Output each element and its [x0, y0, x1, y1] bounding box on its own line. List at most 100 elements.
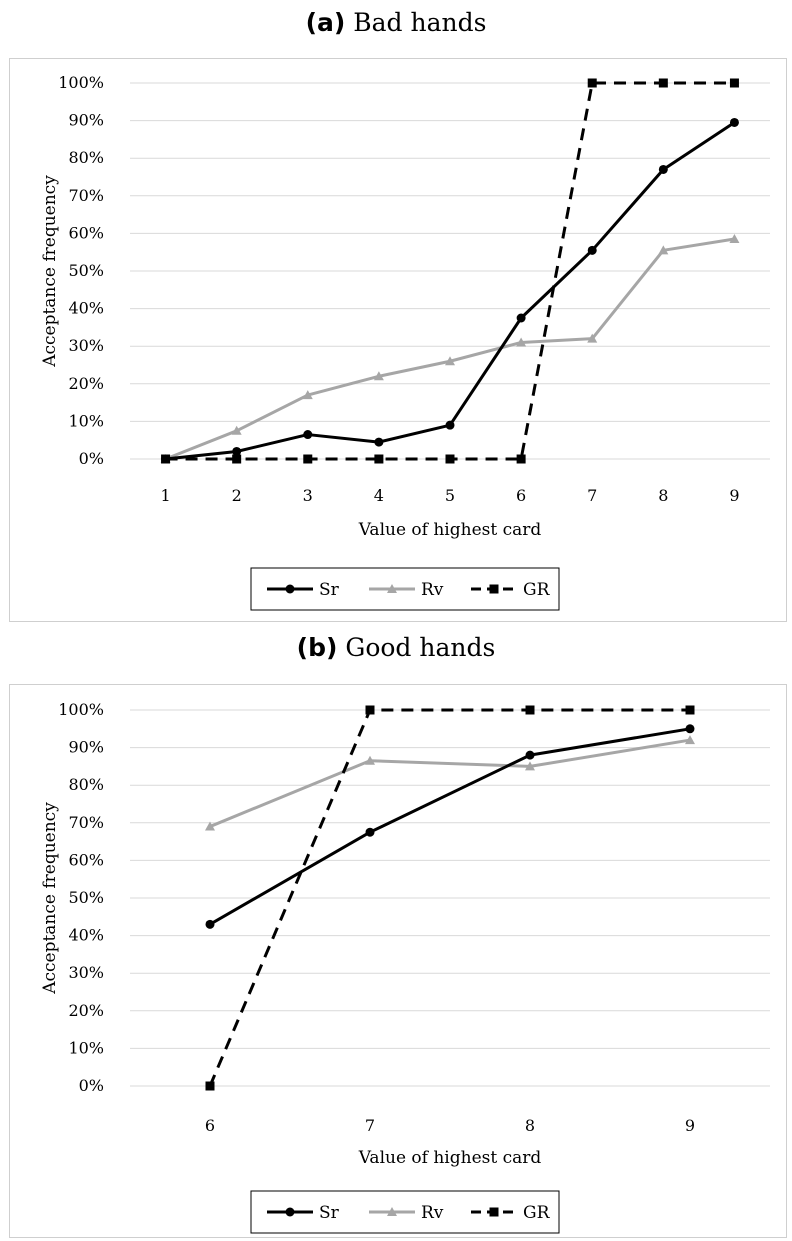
chart-b-point-gr [205, 1081, 215, 1091]
chart-a-x-axis-title: Value of highest card [358, 520, 542, 540]
chart-b-line-gr [208, 708, 690, 1087]
chart-a-point-gr [587, 78, 597, 88]
chart-b-y-tick-label: 90% [68, 738, 104, 757]
chart-a-point-rv [445, 356, 455, 366]
chart-b-title: (b) Good hands [0, 633, 792, 662]
chart-a-svg: 0% 10% 20% 30% 40% 50% 60% 70% 80% 90% 100% 1 2 3 4 5 6 7… [40, 73, 770, 611]
chart-b-y-tick-label: 80% [68, 775, 104, 794]
chart-a-legend-label-rv: Rv [421, 580, 444, 600]
chart-a-frame: 0% 10% 20% 30% 40% 50% 60% 70% 80% 90% 100% 1 2 3 4 5 6 7… [9, 58, 787, 622]
chart-a-point-gr [232, 454, 242, 464]
chart-b-y-tick-label: 100% [58, 700, 104, 719]
chart-a-legend-marker-rv [387, 584, 397, 593]
chart-b-y-tick-label: 0% [79, 1076, 104, 1095]
chart-a-point-gr [374, 454, 384, 464]
chart-a-y-tick-label: 30% [68, 336, 104, 355]
chart-a-x-tick-label: 3 [303, 486, 313, 505]
chart-b-point-sr [525, 750, 535, 760]
chart-b-x-tick-label: 7 [365, 1116, 375, 1135]
chart-b-legend-label-sr: Sr [319, 1203, 340, 1223]
chart-b-point-gr [365, 705, 375, 715]
chart-b-legend-marker-rv [387, 1207, 397, 1216]
chart-b-y-tick-label: 60% [68, 850, 104, 869]
chart-a-point-gr [516, 454, 526, 464]
chart-a-legend-marker-sr [285, 584, 295, 594]
chart-b-x-tick-label: 9 [685, 1116, 695, 1135]
chart-a-point-sr [587, 245, 597, 255]
chart-b-y-axis-title: Acceptance frequency [40, 802, 60, 995]
chart-a-point-sr [729, 117, 739, 127]
chart-b-series-rv [205, 735, 695, 831]
chart-a-series-sr [161, 117, 739, 464]
chart-b-y-tick-label: 30% [68, 963, 104, 982]
chart-b-x-tick-label: 8 [525, 1116, 535, 1135]
chart-a-y-tick-label: 80% [68, 148, 104, 167]
chart-a-x-tick-label: 4 [374, 486, 384, 505]
chart-a-point-sr [303, 430, 313, 440]
chart-b-point-sr [365, 827, 375, 837]
chart-b-frame: 0% 10% 20% 30% 40% 50% 60% 70% 80% 90% 100% 6 7 8 9 Val… [9, 684, 787, 1238]
chart-a-point-gr [729, 78, 739, 88]
chart-b-y-tick-label: 20% [68, 1001, 104, 1020]
chart-b-svg: 0% 10% 20% 30% 40% 50% 60% 70% 80% 90% 100% 6 7 8 9 Val… [40, 700, 770, 1234]
chart-a-y-axis-title: Acceptance frequency [40, 175, 60, 368]
chart-a-panel-tag: (a) [305, 8, 346, 37]
chart-a-point-sr [658, 164, 668, 174]
chart-b-y-tick-label: 50% [68, 888, 104, 907]
chart-b-y-tick-label: 10% [68, 1038, 104, 1057]
chart-a-y-tick-label: 50% [68, 261, 104, 280]
chart-a-x-tick-label: 1 [160, 486, 170, 505]
chart-a-point-rv [729, 234, 740, 244]
chart-b-panel-tag: (b) [296, 633, 338, 662]
chart-b-legend-label-gr: GR [523, 1203, 551, 1223]
chart-b-point-rv [685, 735, 695, 745]
chart-b-y-tick-label: 40% [68, 926, 104, 945]
chart-a-legend: Sr Rv GR [250, 567, 560, 611]
chart-a-y-tick-label: 60% [68, 223, 104, 242]
chart-b-point-sr [685, 724, 695, 734]
chart-a-series-gr [161, 78, 739, 464]
chart-a-point-rv [373, 371, 384, 381]
chart-b-point-rv [205, 821, 215, 831]
chart-a-legend-label-gr: GR [523, 580, 551, 600]
chart-a-point-rv [231, 425, 242, 435]
chart-a-point-sr [374, 437, 384, 447]
chart-b-point-rv [365, 755, 375, 765]
chart-a-x-tick-label: 9 [729, 486, 739, 505]
chart-b-x-axis-title: Value of highest card [358, 1148, 542, 1168]
chart-a-point-rv [658, 245, 669, 255]
chart-b-legend-marker-gr [489, 1207, 499, 1217]
chart-b-title-text: Good hands [345, 633, 496, 662]
chart-a-point-sr [516, 313, 526, 323]
chart-a-y-tick-label: 100% [58, 73, 104, 92]
chart-a-y-tick-label: 40% [68, 299, 104, 318]
chart-a-point-gr [303, 454, 313, 464]
chart-a-legend-marker-gr [489, 584, 499, 594]
chart-b-legend-label-rv: Rv [421, 1203, 444, 1223]
chart-b-line-rv [209, 738, 691, 828]
chart-a-y-tick-label: 70% [68, 186, 104, 205]
chart-b-point-gr [525, 705, 535, 715]
chart-a-y-tick-label: 20% [68, 374, 104, 393]
chart-a-title: (a) Bad hands [0, 8, 792, 37]
chart-a-title-text: Bad hands [353, 8, 487, 37]
chart-a-legend-label-sr: Sr [319, 580, 340, 600]
chart-a-point-sr [232, 446, 242, 456]
chart-b-x-tick-label: 6 [205, 1116, 215, 1135]
chart-a-y-tick-label: 10% [68, 411, 104, 430]
chart-b-series-gr [205, 705, 695, 1091]
chart-b-legend-marker-sr [285, 1207, 295, 1217]
chart-b-point-gr [685, 705, 695, 715]
chart-b-line-sr [209, 727, 691, 926]
chart-a-point-rv [302, 390, 313, 400]
chart-a-point-gr [161, 454, 171, 464]
chart-b-series-sr [205, 724, 695, 929]
chart-a-x-tick-label: 2 [232, 486, 242, 505]
chart-b-point-rv [525, 761, 535, 771]
chart-a-point-rv [516, 337, 527, 347]
chart-a-x-tick-label: 8 [658, 486, 668, 505]
chart-b-point-sr [205, 919, 215, 929]
chart-a-y-tick-label: 0% [79, 449, 104, 468]
chart-a-line-sr [165, 121, 736, 461]
chart-b-legend: Sr Rv GR [250, 1190, 560, 1234]
